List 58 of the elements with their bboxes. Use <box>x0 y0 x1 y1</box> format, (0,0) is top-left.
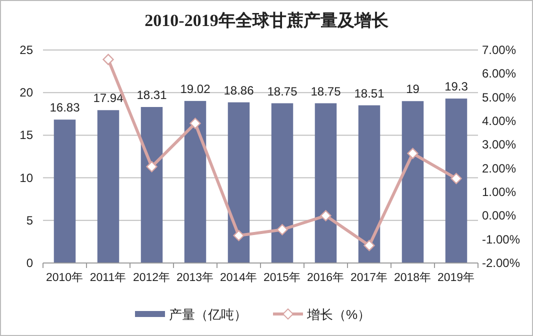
y2-tick-label: 0.00% <box>482 208 516 223</box>
bar <box>97 110 120 263</box>
data-label: 19 <box>406 82 420 96</box>
y2-tick-label: 2.00% <box>482 161 516 176</box>
point <box>190 118 201 129</box>
bar <box>228 102 250 263</box>
y2-tick-label: 4.00% <box>482 114 516 128</box>
x-tick-label: 2014年 <box>220 271 258 284</box>
point <box>276 224 288 236</box>
legend-label: 增长（%） <box>306 307 371 322</box>
bar <box>358 105 380 263</box>
y-tick-label: 25 <box>20 43 34 57</box>
point <box>407 148 418 160</box>
x-tick-label: 2013年 <box>176 271 214 284</box>
bar <box>140 107 163 263</box>
y2-tick-label: 6.00% <box>482 66 516 81</box>
data-label: 19.02 <box>180 82 211 96</box>
x-tick-label: 2018年 <box>394 271 432 284</box>
y2-tick-label: 5.00% <box>482 90 516 104</box>
y2-tick-label: -1.00% <box>482 232 520 246</box>
data-label: 18.75 <box>310 84 342 98</box>
data-label: 18.75 <box>267 84 298 98</box>
x-tick-label: 2019年 <box>437 271 476 284</box>
point <box>450 172 462 184</box>
y2-tick-label: -2.00% <box>482 256 520 270</box>
x-tick-label: 2017年 <box>350 271 388 284</box>
chart-title: 2010-2019年全球甘蔗产量及增长 <box>144 11 390 30</box>
x-tick-label: 2010年 <box>46 271 84 284</box>
y-tick-label: 0 <box>26 256 34 270</box>
legend-label: 产量（亿吨） <box>169 307 247 322</box>
point <box>146 161 158 172</box>
bar <box>271 103 294 263</box>
data-label: 16.83 <box>50 100 80 115</box>
x-tick-label: 2011年 <box>90 271 127 284</box>
y-tick-label: 20 <box>20 86 34 100</box>
bar <box>445 98 468 263</box>
x-tick-label: 2015年 <box>263 271 302 284</box>
point <box>102 54 114 66</box>
y2-tick-label: 3.00% <box>482 138 516 152</box>
x-tick-label: 2016年 <box>306 271 345 284</box>
y2-tick-label: 7.00% <box>482 43 516 57</box>
bar <box>184 100 206 263</box>
data-label: 19.3 <box>444 80 468 94</box>
bar <box>54 120 76 263</box>
data-label: 18.31 <box>136 88 168 102</box>
point <box>320 210 332 222</box>
data-label: 18.86 <box>224 83 254 98</box>
point <box>364 240 375 252</box>
y-tick-label: 15 <box>20 128 34 142</box>
data-label: 18.51 <box>354 86 385 100</box>
point <box>233 230 244 242</box>
y-tick-label: 10 <box>20 170 34 185</box>
bar <box>314 103 337 263</box>
y-tick-label: 5 <box>26 213 34 228</box>
data-label: 17.94 <box>93 91 124 106</box>
bar <box>402 101 424 263</box>
y2-tick-label: 1.00% <box>482 185 516 199</box>
x-tick-label: 2012年 <box>132 271 171 284</box>
